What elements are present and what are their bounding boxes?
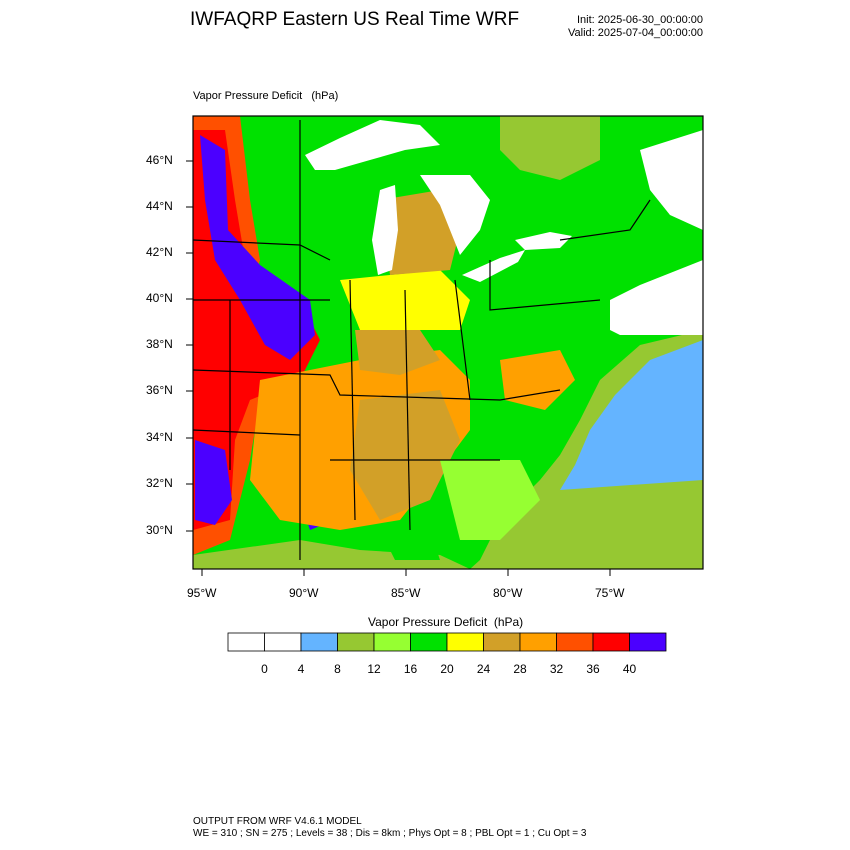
model-footer: OUTPUT FROM WRF V4.6.1 MODEL WE = 310 ; … (193, 816, 586, 840)
legend-box (264, 632, 302, 652)
map-frame (192, 115, 704, 570)
gulf-shelf (193, 540, 470, 569)
high-vpd-north (200, 135, 315, 360)
lake-huron (420, 175, 490, 255)
lat-label-32: 32°N (146, 476, 173, 490)
lon-label-90: 90°W (289, 586, 319, 600)
footer-line-1: OUTPUT FROM WRF V4.6.1 MODEL (193, 816, 362, 827)
legend-tick-label: 4 (297, 662, 305, 676)
legend-box (300, 632, 338, 652)
legend-box (519, 632, 557, 652)
legend-colorbar (227, 632, 667, 652)
legend-title: Vapor Pressure Deficit (hPa) (368, 615, 524, 629)
lat-ticks (186, 160, 193, 532)
virginia-carolinas (500, 350, 575, 410)
lat-label-42: 42°N (146, 245, 173, 259)
legend-box (556, 632, 594, 652)
legend-box (446, 632, 484, 652)
lon-label-80: 80°W (493, 586, 523, 600)
field-label: Vapor Pressure Deficit (hPa) (193, 90, 339, 102)
legend-box (337, 632, 375, 652)
valid-time-label: Valid: 2025-07-04_00:00:00 (568, 27, 703, 39)
lon-label-85: 85°W (391, 586, 421, 600)
kentucky (355, 330, 440, 375)
legend-box (227, 632, 265, 652)
lon-label-95: 95°W (187, 586, 217, 600)
florida-panhandle (380, 530, 440, 560)
legend-tick-label: 40 (622, 662, 637, 676)
lat-label-34: 34°N (146, 430, 173, 444)
state-borders (193, 120, 651, 560)
canada-shelf (500, 116, 600, 180)
init-time-label: Init: 2025-06-30_00:00:00 (577, 14, 703, 26)
legend-box (373, 632, 411, 652)
high-vpd-south (195, 440, 232, 525)
legend-tick-label: 28 (513, 662, 527, 676)
legend-tick-label: 32 (549, 662, 564, 676)
southeast-core (350, 390, 460, 520)
lat-label-36: 36°N (146, 383, 173, 397)
legend-tick-label: 12 (367, 662, 381, 676)
legend-tick-label: 36 (586, 662, 600, 676)
lake-ontario (515, 232, 572, 250)
lat-label-38: 38°N (146, 337, 173, 351)
atlantic-white (610, 260, 703, 335)
legend-box (483, 632, 521, 652)
map-field (193, 116, 703, 569)
legend-tick-label: 20 (440, 662, 454, 676)
georgia-coast (440, 460, 540, 540)
legend-tick-label: 16 (403, 662, 418, 676)
legend-box (592, 632, 630, 652)
atlantic-water (560, 340, 703, 490)
lon-label-75: 75°W (595, 586, 625, 600)
legend-box (410, 632, 448, 652)
lat-label-44: 44°N (146, 199, 173, 213)
legend-tick-label: 24 (476, 662, 491, 676)
lake-michigan (372, 185, 398, 275)
legend-tick-label: 8 (334, 662, 341, 676)
lat-label-46: 46°N (146, 153, 173, 167)
legend-box (629, 632, 667, 652)
lat-label-30: 30°N (146, 523, 173, 537)
lake-superior (305, 120, 440, 170)
lon-ticks (201, 569, 611, 576)
michigan (380, 190, 460, 275)
lake-erie (462, 250, 525, 282)
footer-line-2: WE = 310 ; SN = 275 ; Levels = 38 ; Dis … (193, 828, 587, 839)
lat-label-40: 40°N (146, 291, 173, 305)
legend-tick-label: 0 (261, 662, 268, 676)
page-title: IWFAQRP Eastern US Real Time WRF (190, 9, 520, 30)
canada-white (640, 130, 703, 230)
